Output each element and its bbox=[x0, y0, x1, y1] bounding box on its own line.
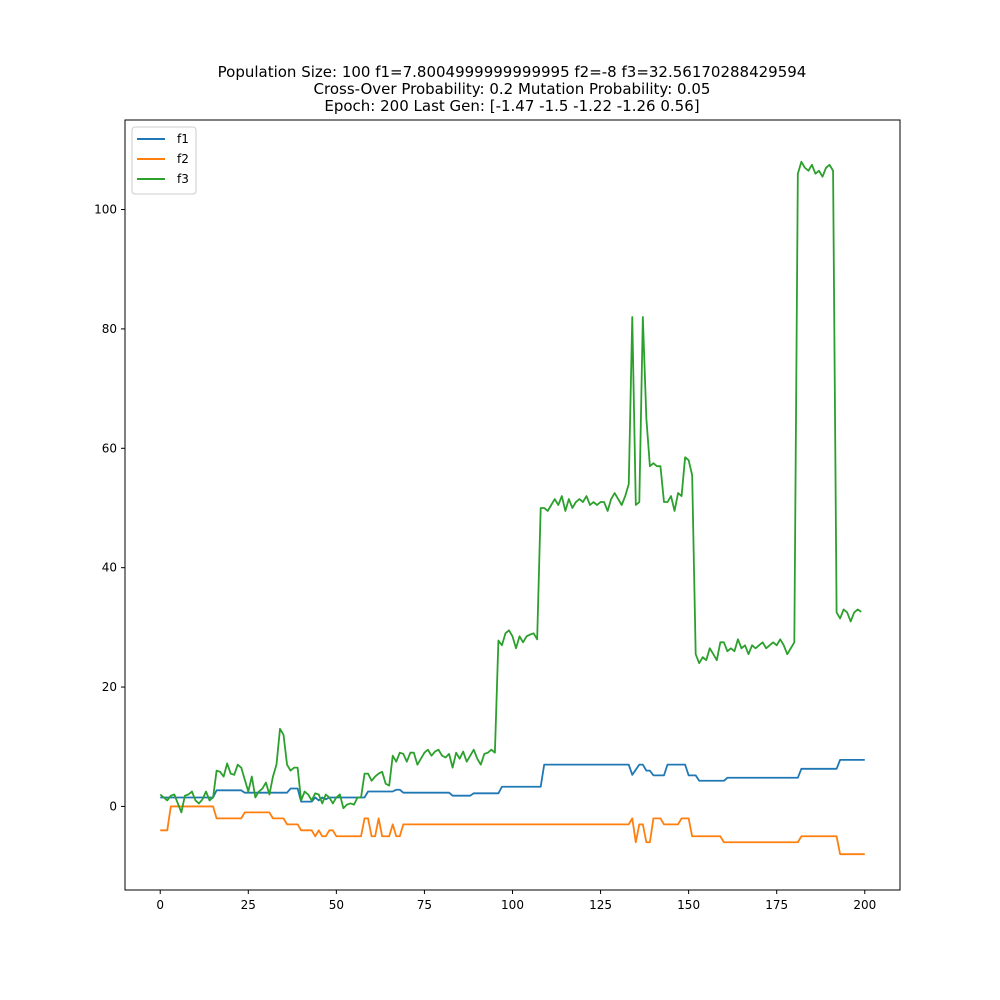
y-tick-label: 100 bbox=[94, 203, 117, 217]
legend-box bbox=[131, 126, 197, 195]
ticks-group: 0 25 50 75 100 125 150 175 200 0 20 40 60 80 100 bbox=[94, 203, 876, 912]
legend-label-f2: f2 bbox=[177, 152, 189, 166]
legend-label-f3: f3 bbox=[177, 172, 189, 186]
x-tick-label: 200 bbox=[853, 898, 876, 912]
y-tick-label: 40 bbox=[102, 561, 117, 575]
series-group bbox=[159, 160, 865, 856]
x-tick-label: 25 bbox=[241, 898, 256, 912]
y-tick-label: 0 bbox=[109, 799, 117, 813]
x-tick-label: 125 bbox=[589, 898, 612, 912]
x-tick-label: 100 bbox=[501, 898, 524, 912]
x-tick-label: 175 bbox=[765, 898, 788, 912]
chart-title-line-3: Epoch: 200 Last Gen: [-1.47 -1.5 -1.22 -… bbox=[324, 97, 699, 115]
legend-label-f1: f1 bbox=[177, 132, 189, 146]
y-tick-label: 20 bbox=[102, 680, 117, 694]
x-tick-label: 150 bbox=[677, 898, 700, 912]
series-line-f2 bbox=[160, 805, 865, 856]
series-line-f1 bbox=[160, 758, 865, 803]
chart-title-line-2: Cross-Over Probability: 0.2 Mutation Pro… bbox=[314, 80, 711, 98]
x-tick-label: 75 bbox=[417, 898, 432, 912]
x-tick-label: 0 bbox=[156, 898, 164, 912]
x-tick-label: 50 bbox=[329, 898, 344, 912]
legend: f1 f2 f3 bbox=[131, 126, 197, 195]
chart-title-line-1: Population Size: 100 f1=7.80049999999999… bbox=[218, 63, 807, 81]
series-line-f3 bbox=[159, 160, 862, 814]
y-tick-label: 60 bbox=[102, 441, 117, 455]
y-tick-label: 80 bbox=[102, 322, 117, 336]
